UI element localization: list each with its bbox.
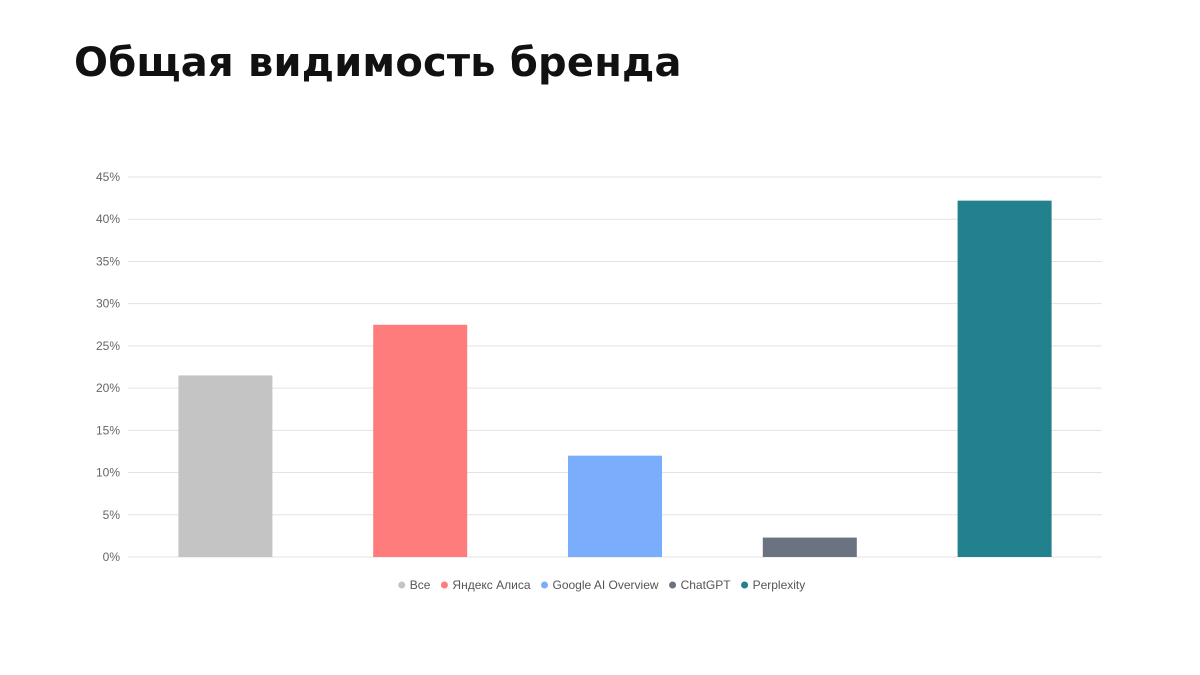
bar-5 xyxy=(957,200,1052,557)
legend-item: ChatGPT xyxy=(669,578,731,592)
bars xyxy=(178,200,1052,557)
y-tick-label: 15% xyxy=(96,423,120,437)
legend-item: Google AI Overview xyxy=(541,578,659,592)
legend-label: Perplexity xyxy=(753,578,806,592)
y-tick-label: 45% xyxy=(96,170,120,184)
legend-item: Яндекс Алиса xyxy=(440,578,531,592)
legend-marker xyxy=(440,581,448,589)
bar-1 xyxy=(178,375,273,557)
page-title: Общая видимость бренда xyxy=(74,40,682,86)
legend-marker xyxy=(398,581,406,589)
y-tick-label: 5% xyxy=(103,508,121,522)
y-tick-label: 30% xyxy=(96,297,120,311)
y-tick-label: 0% xyxy=(103,550,121,564)
bar-4 xyxy=(762,537,857,557)
legend-item: Perplexity xyxy=(741,578,805,592)
bar-2 xyxy=(373,324,468,557)
y-axis-ticks: 0% 5% 10% 15% 20% 25% 30% 35% 40% 45% xyxy=(96,170,120,564)
legend-label: Яндекс Алиса xyxy=(452,578,530,592)
legend-marker xyxy=(541,581,548,589)
legend-marker xyxy=(669,581,677,589)
y-tick-label: 35% xyxy=(96,254,120,268)
legend-item: Все xyxy=(398,578,431,592)
legend: Все Яндекс Алиса Google AI Overview ChatGPT… xyxy=(398,578,805,592)
legend-label: Все xyxy=(410,578,431,592)
legend-label: ChatGPT xyxy=(681,578,732,592)
y-tick-label: 25% xyxy=(96,339,120,353)
legend-marker xyxy=(741,581,749,589)
y-tick-label: 40% xyxy=(96,212,120,226)
bar-3 xyxy=(568,455,662,557)
y-tick-label: 10% xyxy=(96,466,120,480)
y-tick-label: 20% xyxy=(96,381,120,395)
legend-label: Google AI Overview xyxy=(553,578,659,592)
